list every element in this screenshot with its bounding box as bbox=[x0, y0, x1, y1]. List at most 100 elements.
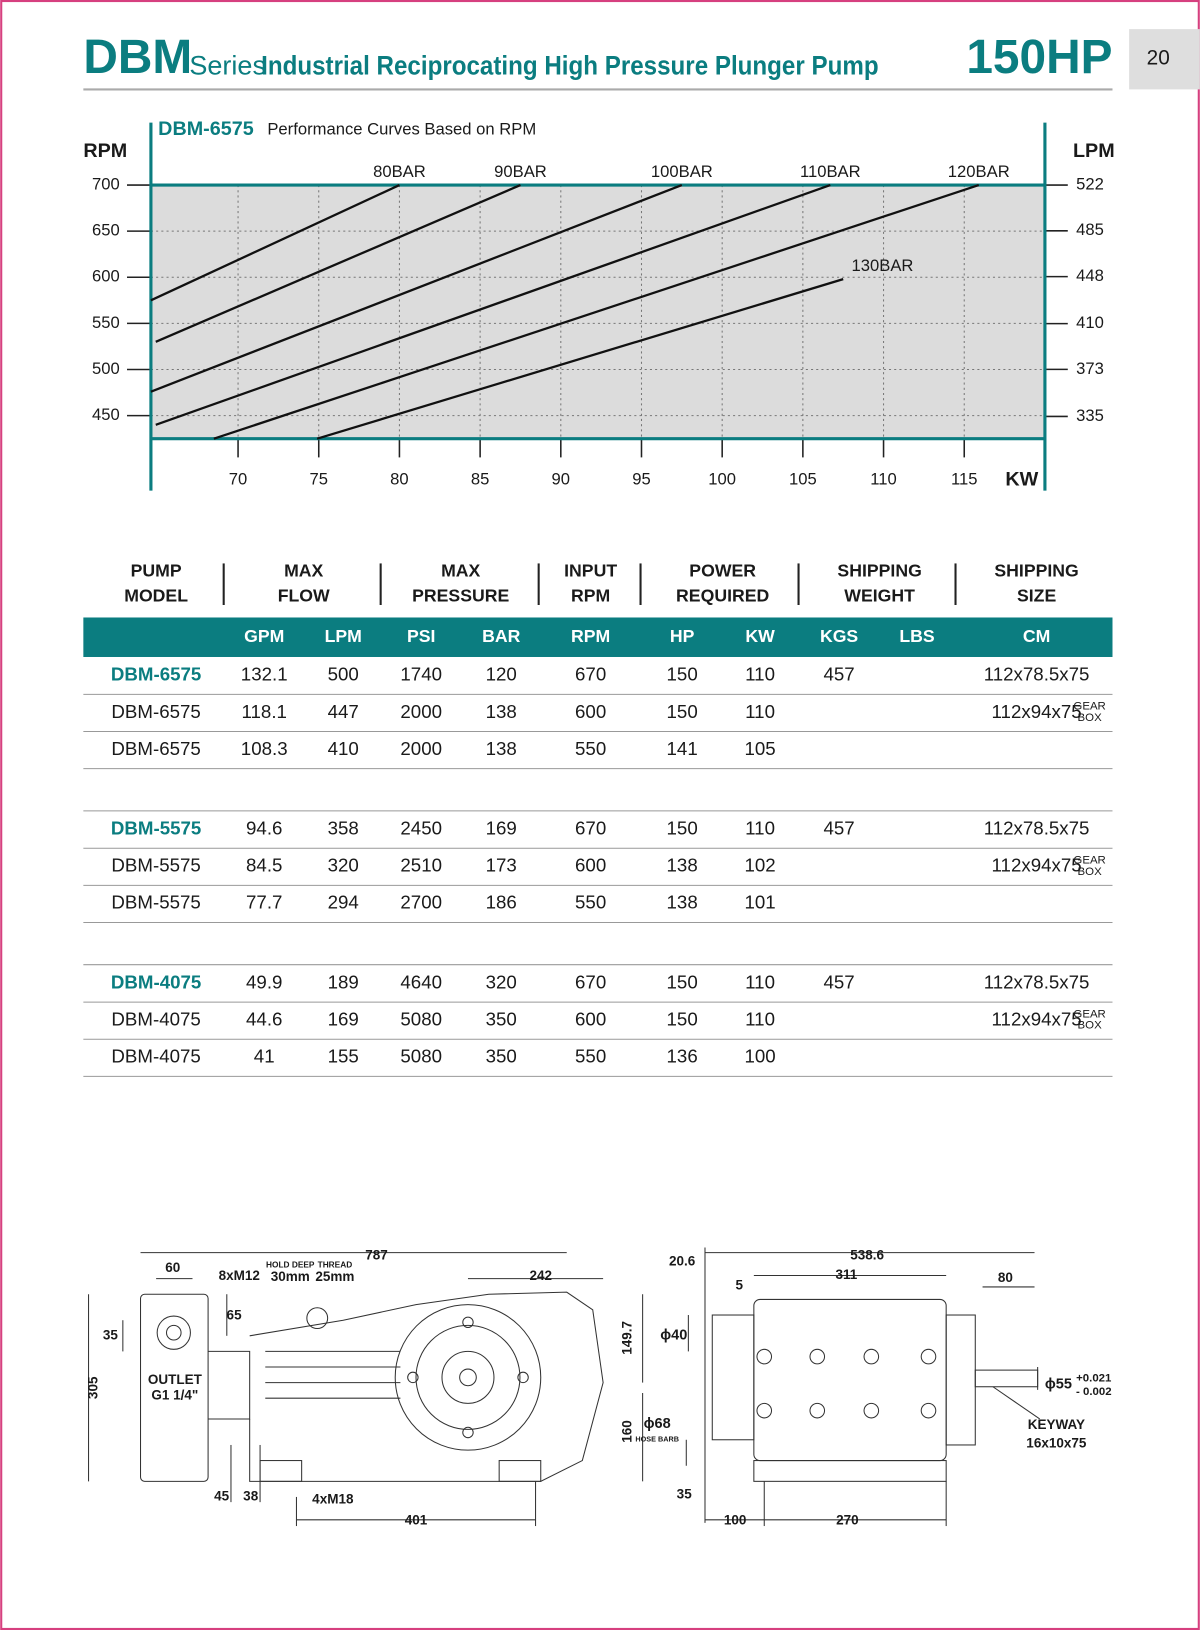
dim-label: - 0.002 bbox=[1076, 1386, 1112, 1398]
table-cell: 84.5 bbox=[246, 855, 282, 876]
dim-label: 149.7 bbox=[620, 1321, 635, 1355]
table-cell: 112x78.5x75 bbox=[984, 971, 1090, 992]
shaft bbox=[459, 1368, 477, 1387]
table-cell: 550 bbox=[575, 738, 606, 759]
x-tick-label: 85 bbox=[471, 470, 490, 489]
y-tick-label: 650 bbox=[92, 221, 120, 240]
dim-label: 4xM18 bbox=[312, 1492, 354, 1507]
table-cell: 150 bbox=[667, 1008, 698, 1029]
column-group-header: MODEL bbox=[124, 585, 188, 605]
manifold bbox=[208, 1350, 251, 1420]
table-cell: 120 bbox=[486, 664, 517, 685]
model-cell: DBM-6575 bbox=[111, 738, 200, 759]
subheader-band bbox=[83, 617, 1113, 657]
table-cell: 44.6 bbox=[246, 1008, 282, 1029]
table-cell: 320 bbox=[328, 855, 359, 876]
bolt bbox=[462, 1316, 474, 1329]
outlet-port bbox=[156, 1315, 191, 1350]
table-cell: 112x94x75 bbox=[992, 855, 1082, 876]
table-cell: 173 bbox=[486, 855, 517, 876]
pump-body bbox=[249, 1291, 604, 1482]
column-group-header: POWER bbox=[689, 560, 756, 580]
bolt bbox=[920, 1348, 937, 1365]
cell-note: GEAR bbox=[1073, 1008, 1105, 1020]
curve bbox=[316, 278, 844, 440]
y-tick-label: 700 bbox=[92, 174, 120, 193]
table-cell: 101 bbox=[744, 892, 775, 913]
table-cell: 670 bbox=[575, 971, 606, 992]
x-tick-label: 110 bbox=[870, 470, 897, 489]
column-subheader: CM bbox=[1023, 626, 1050, 646]
bolt bbox=[920, 1402, 937, 1419]
table-cell: 294 bbox=[328, 892, 359, 913]
model-cell: DBM-6575 bbox=[111, 664, 201, 685]
table-cell: 457 bbox=[823, 664, 854, 685]
table-cell: 670 bbox=[575, 817, 606, 838]
table-cell: 169 bbox=[328, 1008, 359, 1029]
dim-label: 538.6 bbox=[850, 1247, 884, 1262]
dim-label: HOLD DEEP bbox=[266, 1259, 315, 1269]
bolt bbox=[809, 1348, 826, 1365]
dim-label: +0.021 bbox=[1076, 1372, 1112, 1384]
table-cell: 141 bbox=[667, 738, 698, 759]
column-subheader: PSI bbox=[407, 626, 435, 646]
dim-label: 305 bbox=[85, 1376, 100, 1399]
table-cell: 2000 bbox=[400, 738, 442, 759]
table-cell: 102 bbox=[744, 855, 775, 876]
x-tick-label: 95 bbox=[632, 470, 651, 489]
bolt bbox=[756, 1402, 773, 1419]
model-cell: DBM-4075 bbox=[111, 971, 201, 992]
x-tick-label: 100 bbox=[708, 470, 736, 489]
gearbox-flange bbox=[394, 1304, 542, 1451]
model-cell: DBM-5575 bbox=[111, 817, 201, 838]
bolt bbox=[863, 1348, 880, 1365]
chart-subtitle: Performance Curves Based on RPM bbox=[267, 119, 536, 138]
dim-label: 5 bbox=[736, 1277, 744, 1292]
table-cell: 138 bbox=[486, 738, 517, 759]
dim-label: 38 bbox=[243, 1489, 259, 1504]
column-group-header: PRESSURE bbox=[412, 585, 509, 605]
table-cell: 550 bbox=[575, 1046, 606, 1067]
table-cell: 550 bbox=[575, 892, 606, 913]
curve bbox=[155, 183, 831, 426]
dim-label: 80 bbox=[998, 1270, 1013, 1285]
y-tick-label: 450 bbox=[92, 405, 120, 424]
dim-label: 30mm bbox=[271, 1269, 310, 1284]
dim-label: 270 bbox=[836, 1512, 859, 1527]
curve bbox=[155, 183, 521, 343]
table-cell: 112x94x75 bbox=[992, 701, 1082, 722]
table-cell: 189 bbox=[328, 971, 359, 992]
table-cell: 112x94x75 bbox=[992, 1008, 1082, 1029]
table-cell: 2700 bbox=[400, 892, 442, 913]
dim-label: ϕ55 bbox=[1045, 1377, 1072, 1393]
dimension-drawing: 60 8xM12 HOLD DEEP 30mm THREAD 25mm 787 … bbox=[85, 1247, 1112, 1527]
table-cell: 41 bbox=[254, 1046, 275, 1067]
table-cell: 457 bbox=[823, 971, 854, 992]
page-number: 20 bbox=[1147, 47, 1170, 70]
x-tick-label: 105 bbox=[789, 470, 817, 489]
dim-label: 35 bbox=[677, 1486, 693, 1501]
x-tick-label: 80 bbox=[390, 470, 409, 489]
dim-label: 401 bbox=[405, 1512, 428, 1527]
y-tick-label: 600 bbox=[92, 267, 120, 286]
model-cell: DBM-4075 bbox=[111, 1008, 200, 1029]
dim-label: 45 bbox=[214, 1489, 230, 1504]
bolt bbox=[407, 1371, 419, 1384]
dim-label: 20.6 bbox=[669, 1254, 696, 1269]
hp-label: 150HP bbox=[966, 31, 1112, 84]
bolt bbox=[517, 1371, 529, 1384]
logo: DBM bbox=[83, 31, 192, 84]
curve bbox=[150, 183, 683, 393]
fluid-end bbox=[711, 1314, 755, 1441]
dim-label: 60 bbox=[165, 1260, 180, 1275]
dim-label: 65 bbox=[227, 1308, 243, 1323]
cell-note: BOX bbox=[1078, 712, 1103, 724]
curve bbox=[150, 184, 400, 302]
table-cell: 350 bbox=[486, 1046, 517, 1067]
table-cell: 138 bbox=[667, 892, 698, 913]
table-cell: 447 bbox=[328, 701, 359, 722]
column-group-header: RPM bbox=[571, 585, 610, 605]
table-cell: 410 bbox=[328, 738, 359, 759]
table-cell: 94.6 bbox=[246, 817, 282, 838]
